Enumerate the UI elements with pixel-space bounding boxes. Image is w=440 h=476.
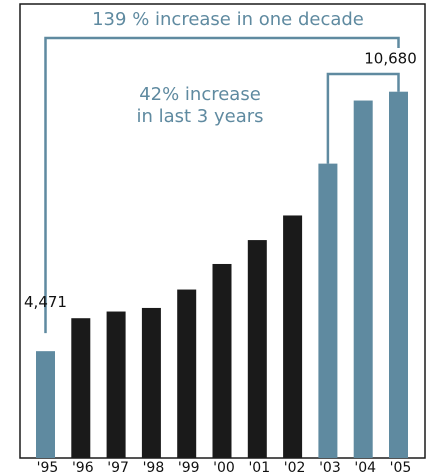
- bar-96: [71, 318, 91, 458]
- bar-series: [36, 91, 408, 459]
- x-tick-label-01: '01: [248, 460, 270, 476]
- bar-02: [283, 215, 303, 458]
- annotation-brackets: [44, 36, 400, 334]
- x-tick-label-02: '02: [284, 460, 306, 476]
- x-tick-label-03: '03: [319, 460, 341, 476]
- x-tick-label-98: '98: [143, 460, 165, 476]
- x-tick-label-05: '05: [390, 460, 412, 476]
- decade-increase-annotation: 139 % increase in one decade: [92, 9, 364, 30]
- bar-00: [212, 263, 232, 458]
- annotation-texts: 139 % increase in one decade 42% increase…: [92, 9, 364, 127]
- bar-99: [177, 289, 197, 458]
- x-tick-label-00: '00: [213, 460, 235, 476]
- bar-05: [389, 91, 408, 458]
- bar-95: [36, 351, 55, 458]
- bar-97: [106, 311, 126, 458]
- x-tick-label-96: '96: [72, 460, 94, 476]
- x-axis-tick-labels: '95 '96 '97 '98 '99 '00 '01 '02 '03 '04 '05: [37, 460, 412, 476]
- bar-98: [141, 307, 161, 458]
- x-tick-label-97: '97: [107, 460, 129, 476]
- data-labels: 4,471 10,680: [24, 50, 417, 311]
- three-year-bracket: [326, 72, 400, 164]
- x-tick-label-99: '99: [178, 460, 200, 476]
- bar-01: [247, 240, 267, 458]
- x-tick-label-04: '04: [354, 460, 376, 476]
- three-year-increase-annotation: 42% increase in last 3 years: [136, 84, 263, 127]
- bar-03: [318, 163, 338, 459]
- x-tick-label-95: '95: [37, 460, 59, 476]
- data-label-05: 10,680: [364, 50, 417, 68]
- bar-04: [353, 100, 373, 459]
- decade-bracket: [44, 36, 400, 334]
- data-label-95: 4,471: [24, 293, 67, 311]
